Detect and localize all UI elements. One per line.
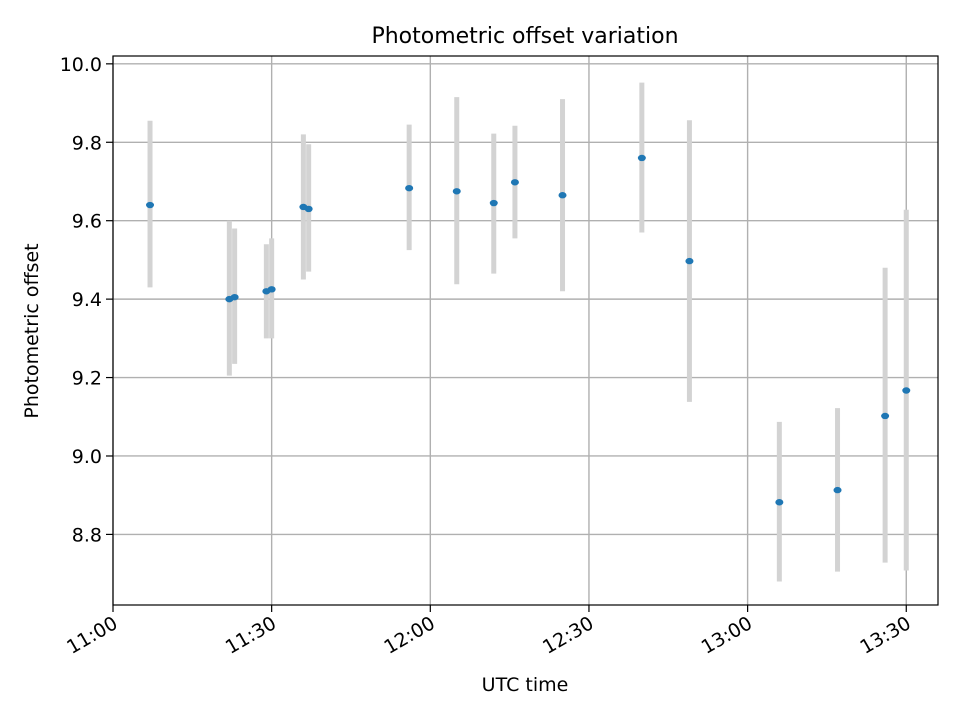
y-tick-label: 9.0 <box>72 446 102 468</box>
grid-lines <box>112 56 938 605</box>
data-point <box>230 293 239 301</box>
y-tick-label: 9.4 <box>72 289 102 311</box>
y-tick-label: 10.0 <box>60 54 102 76</box>
x-axis-label: UTC time <box>482 674 569 696</box>
y-axis-ticks: 8.8 9.0 9.2 9.4 9.6 9.8 10.0 <box>60 54 113 546</box>
data-point <box>405 184 414 192</box>
data-point <box>685 257 694 265</box>
data-point <box>510 179 519 186</box>
data-point <box>267 286 276 293</box>
data-point <box>775 499 784 506</box>
data-point <box>881 412 890 420</box>
data-point <box>304 205 313 213</box>
data-point <box>637 154 646 162</box>
data-point <box>902 387 911 394</box>
plot-area <box>113 56 938 605</box>
chart-title: Photometric offset variation <box>371 24 678 49</box>
y-tick-label: 9.8 <box>72 132 102 154</box>
y-tick-label: 9.6 <box>72 211 102 233</box>
data-point <box>452 188 461 195</box>
y-tick-label: 9.2 <box>72 368 102 390</box>
data-point <box>558 192 567 199</box>
data-point <box>489 199 498 207</box>
y-tick-label: 8.8 <box>72 524 102 546</box>
data-points <box>146 154 911 506</box>
plot-frame <box>112 55 939 606</box>
data-point <box>833 486 842 494</box>
data-point <box>146 201 155 209</box>
y-axis-label: Photometric offset <box>21 243 43 418</box>
